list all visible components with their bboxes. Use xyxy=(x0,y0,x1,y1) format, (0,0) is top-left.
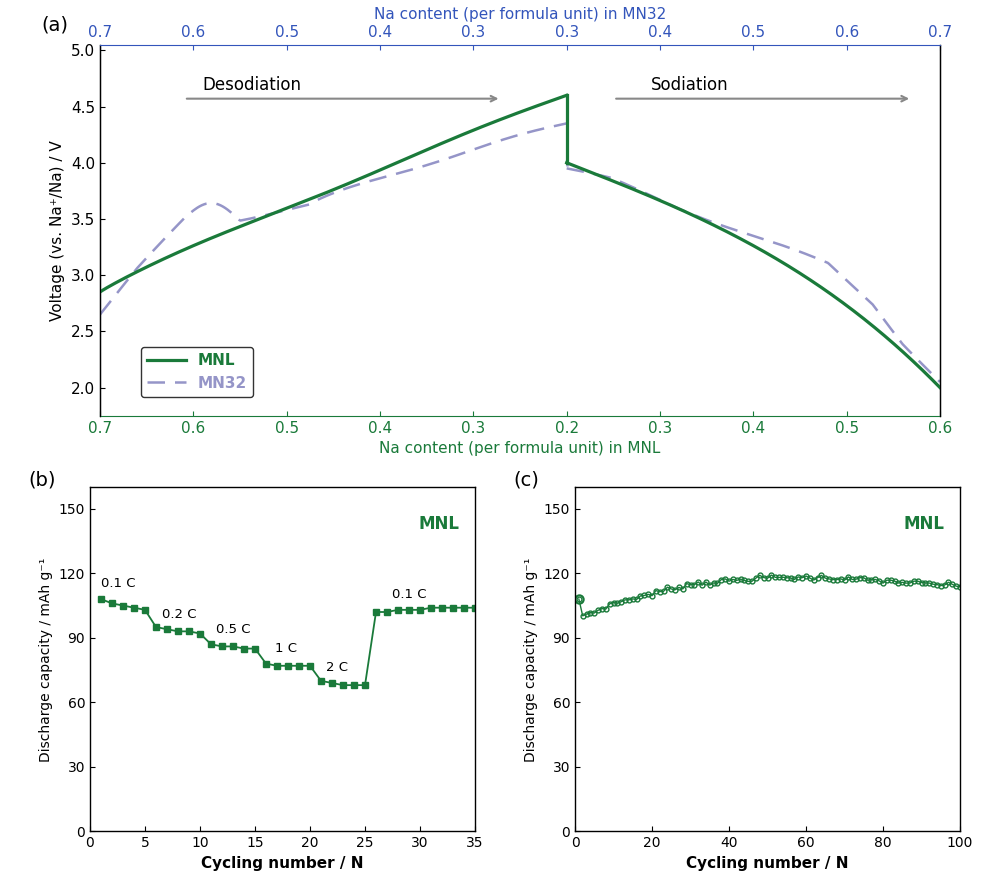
Text: 0.1 C: 0.1 C xyxy=(392,588,427,602)
Text: 0.2 C: 0.2 C xyxy=(162,608,196,620)
Text: 1 C: 1 C xyxy=(275,642,297,655)
Text: MNL: MNL xyxy=(419,515,460,533)
Legend: MNL, MN32: MNL, MN32 xyxy=(141,347,253,397)
X-axis label: Na content (per formula unit) in MN32: Na content (per formula unit) in MN32 xyxy=(374,7,666,22)
Text: (b): (b) xyxy=(28,470,56,489)
Text: 2 C: 2 C xyxy=(326,662,349,674)
X-axis label: Cycling number / N: Cycling number / N xyxy=(686,856,849,871)
Y-axis label: Discharge capacity / mAh g⁻¹: Discharge capacity / mAh g⁻¹ xyxy=(524,557,538,762)
Y-axis label: Discharge capacity / mAh g⁻¹: Discharge capacity / mAh g⁻¹ xyxy=(39,557,53,762)
Text: Desodiation: Desodiation xyxy=(203,76,302,94)
X-axis label: Na content (per formula unit) in MNL: Na content (per formula unit) in MNL xyxy=(379,441,661,456)
Text: 0.1 C: 0.1 C xyxy=(101,578,136,590)
Text: Sodiation: Sodiation xyxy=(651,76,728,94)
Text: MNL: MNL xyxy=(904,515,945,533)
X-axis label: Cycling number / N: Cycling number / N xyxy=(201,856,364,871)
Y-axis label: Voltage (vs. Na⁺/Na) / V: Voltage (vs. Na⁺/Na) / V xyxy=(50,139,65,321)
Text: (c): (c) xyxy=(513,470,539,489)
Text: (a): (a) xyxy=(41,15,68,34)
Text: 0.5 C: 0.5 C xyxy=(216,622,251,636)
